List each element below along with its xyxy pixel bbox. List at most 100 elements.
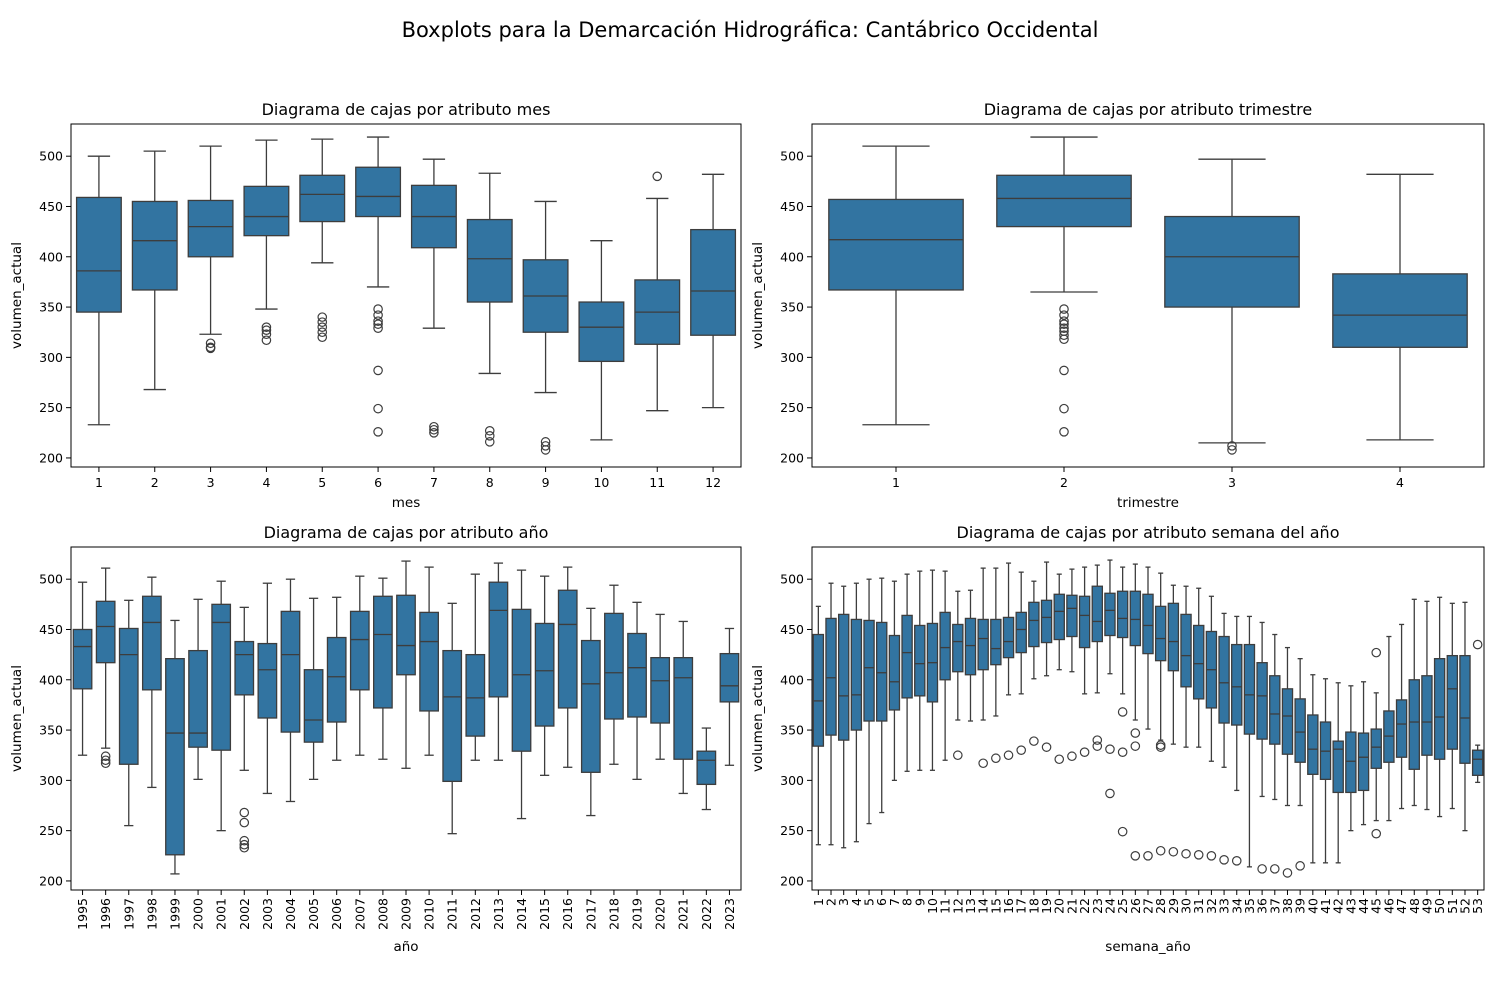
x-tick-label: 5	[862, 898, 877, 906]
y-tick-label: 300	[780, 773, 804, 788]
box-2022	[696, 727, 717, 811]
box-11	[939, 570, 951, 761]
y-tick-label: 200	[39, 873, 63, 888]
x-tick-label: 50	[1432, 898, 1447, 914]
outlier-point	[1117, 747, 1128, 757]
box-5	[863, 578, 875, 825]
box-2021	[673, 620, 694, 795]
x-tick-label: 2019	[630, 898, 645, 930]
x-tick-label: 2018	[606, 898, 621, 930]
box-43	[1345, 685, 1357, 832]
outlier-point	[1059, 319, 1069, 329]
box-7	[888, 580, 901, 782]
box-iqr	[188, 649, 208, 748]
box-iqr	[1256, 662, 1268, 740]
x-tick-label: 2009	[399, 898, 414, 930]
x-tick-label: 23	[1090, 898, 1105, 914]
box-iqr	[650, 656, 671, 724]
box-iqr	[1421, 675, 1433, 756]
outlier-point	[317, 317, 328, 327]
box-iqr	[673, 656, 694, 760]
box-18	[1028, 580, 1040, 746]
box-6	[355, 136, 402, 437]
outlier-point	[1092, 735, 1103, 745]
outlier-point	[1257, 864, 1267, 874]
box-2011	[442, 602, 463, 835]
box-4	[243, 139, 290, 346]
outlier-point	[1155, 740, 1166, 750]
y-tick-label: 350	[780, 300, 804, 315]
box-12	[952, 590, 964, 761]
box-2019	[627, 601, 647, 781]
x-tick-label: 52	[1457, 898, 1472, 914]
box-iqr	[977, 618, 989, 671]
y-tick-label: 500	[39, 572, 63, 587]
x-tick-label: 4	[1396, 475, 1404, 490]
box-28	[1154, 572, 1167, 856]
box-2	[131, 150, 178, 391]
box-iqr	[442, 649, 463, 783]
box-iqr	[1053, 593, 1065, 641]
outlier-point	[1059, 365, 1069, 376]
plot-frame	[70, 546, 742, 891]
subplot-title: Diagrama de cajas por atributo mes	[262, 100, 551, 119]
x-tick-label: 16	[1001, 898, 1016, 914]
x-tick-label: 51	[1445, 898, 1460, 914]
box-iqr	[466, 218, 513, 303]
box-45	[1370, 647, 1382, 839]
outlier-point	[261, 329, 272, 340]
box-iqr	[299, 174, 346, 223]
x-tick-label: 22	[1077, 898, 1092, 914]
box-iqr	[488, 581, 509, 698]
subplot-4: Diagrama de cajas por atributo semana de…	[750, 523, 1485, 955]
x-tick-label: 33	[1217, 898, 1232, 914]
y-tick-label: 450	[780, 622, 804, 637]
box-iqr	[1104, 592, 1116, 637]
outlier-point	[540, 441, 551, 451]
outlier-point	[429, 424, 439, 435]
box-iqr	[1142, 593, 1154, 655]
box-iqr	[141, 595, 162, 691]
box-iqr	[557, 589, 578, 709]
y-tick-label: 400	[780, 249, 804, 264]
x-tick-label: 2014	[514, 898, 529, 930]
box-iqr	[257, 642, 278, 719]
y-tick-label: 350	[39, 300, 63, 315]
subplot-title: Diagrama de cajas por atributo trimestre	[984, 100, 1313, 119]
box-2012	[465, 573, 486, 761]
box-25	[1116, 566, 1129, 837]
box-iqr	[1180, 613, 1192, 688]
x-tick-label: 5	[318, 475, 326, 490]
box-iqr	[1154, 605, 1167, 662]
box-iqr	[75, 196, 122, 313]
outlier-point	[1155, 845, 1166, 856]
box-2020	[650, 613, 671, 760]
box-iqr	[825, 617, 837, 736]
x-tick-label: 47	[1394, 898, 1409, 914]
outlier-point	[239, 807, 250, 818]
outlier-point	[978, 758, 988, 769]
box-iqr	[996, 174, 1132, 228]
box-iqr	[1066, 594, 1078, 638]
subplot-title: Diagrama de cajas por atributo año	[264, 523, 549, 542]
box-8	[901, 573, 913, 772]
x-tick-label: 2003	[260, 898, 275, 930]
y-tick-label: 350	[39, 723, 63, 738]
box-10	[926, 569, 939, 771]
box-22	[1078, 566, 1091, 757]
x-tick-label: 20	[1052, 898, 1067, 914]
x-tick-label: 12	[705, 475, 721, 490]
outlier-point	[1231, 856, 1242, 866]
box-38	[1281, 646, 1294, 878]
y-axis-label: volumen_actual	[750, 242, 766, 349]
outlier-point	[1219, 855, 1229, 865]
box-2010	[419, 566, 439, 756]
x-tick-label: 4	[849, 898, 864, 906]
box-iqr	[914, 624, 926, 697]
x-tick-label: 44	[1356, 898, 1371, 914]
outlier-point	[1059, 403, 1069, 414]
box-35	[1243, 615, 1256, 868]
box-iqr	[1332, 273, 1468, 348]
box-iqr	[1116, 590, 1129, 639]
outlier-point	[1079, 747, 1090, 757]
